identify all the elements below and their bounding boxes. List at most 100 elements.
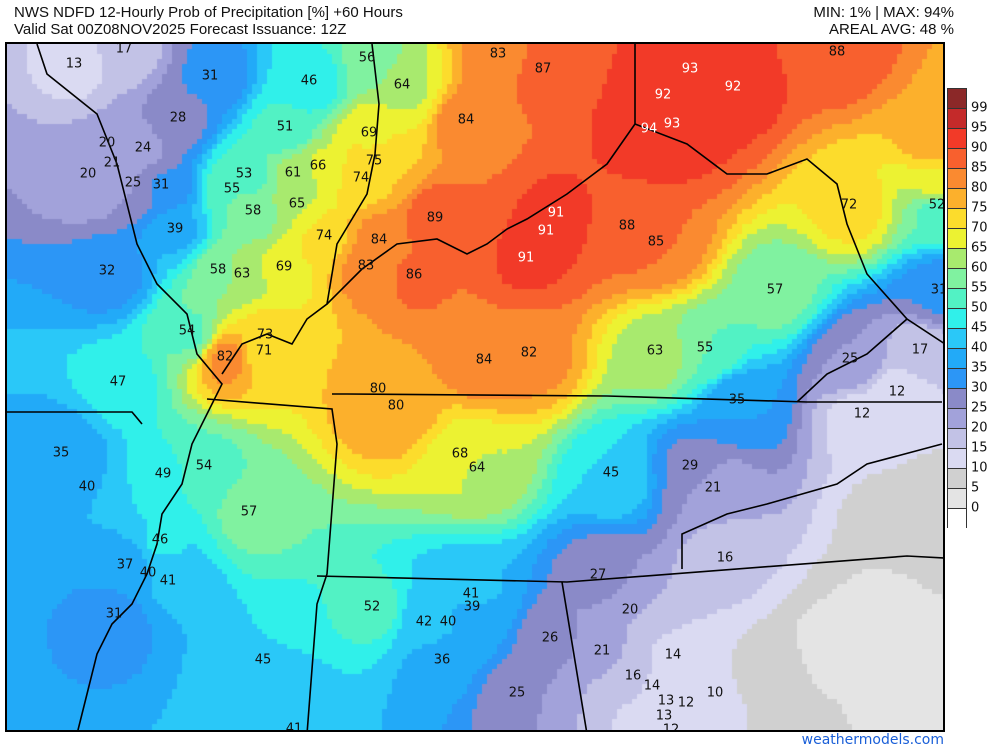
probability-value-label: 84 — [457, 112, 475, 128]
probability-value-label: 64 — [468, 460, 486, 476]
state-border — [796, 318, 908, 403]
legend-swatch — [947, 408, 967, 428]
legend-swatch — [947, 428, 967, 448]
state-border — [221, 44, 380, 375]
probability-value-label: 40 — [439, 614, 457, 630]
probability-value-label: 72 — [840, 197, 858, 213]
legend-label: 35 — [971, 360, 988, 376]
legend-swatch — [947, 228, 967, 248]
probability-value-label: 12 — [853, 406, 871, 422]
probability-value-label: 25 — [508, 685, 526, 701]
probability-value-label: 91 — [547, 205, 565, 221]
probability-value-label: 37 — [116, 557, 134, 573]
probability-value-label: 80 — [387, 398, 405, 414]
probability-value-label: 64 — [393, 77, 411, 93]
probability-value-label: 25 — [841, 351, 859, 367]
probability-value-label: 26 — [541, 630, 559, 646]
color-legend: 99 95 90 85 80 75 70 65 60 55 50 45 40 35 30 25 20 15 10 5 0 — [947, 88, 988, 528]
probability-value-label: 21 — [704, 480, 722, 496]
watermark-link[interactable]: weathermodels.com — [801, 732, 944, 748]
legend-label: 40 — [971, 340, 988, 356]
probability-value-label: 69 — [275, 259, 293, 275]
probability-value-label: 17 — [911, 342, 929, 358]
probability-value-label: 14 — [664, 647, 682, 663]
probability-value-label: 63 — [233, 266, 251, 282]
probability-value-label: 75 — [365, 153, 383, 169]
probability-value-label: 63 — [646, 343, 664, 359]
probability-value-label: 92 — [724, 79, 742, 95]
legend-swatch — [947, 468, 967, 488]
probability-value-label: 66 — [309, 158, 327, 174]
probability-value-label: 45 — [602, 465, 620, 481]
state-border — [634, 123, 943, 344]
probability-value-label: 53 — [235, 166, 253, 182]
probability-value-label: 25 — [124, 175, 142, 191]
state-border — [326, 44, 636, 305]
probability-value-label: 46 — [151, 532, 169, 548]
legend-swatch — [947, 288, 967, 308]
valid-time: Valid Sat 00Z08NOV2025 Forecast Issuance… — [14, 21, 347, 38]
legend-label: 45 — [971, 320, 988, 336]
probability-value-label: 20 — [98, 135, 116, 151]
probability-value-label: 57 — [240, 504, 258, 520]
state-border — [206, 398, 338, 730]
legend-swatch — [947, 308, 967, 328]
probability-value-label: 88 — [828, 44, 846, 60]
legend-swatch — [947, 368, 967, 388]
probability-value-label: 31 — [105, 606, 123, 622]
probability-value-label: 35 — [728, 392, 746, 408]
probability-value-label: 83 — [357, 258, 375, 274]
probability-value-label: 20 — [79, 166, 97, 182]
probability-value-label: 46 — [300, 73, 318, 89]
probability-value-label: 21 — [593, 643, 611, 659]
probability-value-label: 13 — [657, 693, 675, 709]
probability-value-label: 13 — [655, 708, 673, 724]
probability-field — [7, 44, 943, 730]
probability-value-label: 20 — [621, 602, 639, 618]
legend-label: 70 — [971, 220, 988, 236]
legend-label: 99 — [971, 100, 988, 116]
probability-value-label: 47 — [109, 374, 127, 390]
probability-value-label: 28 — [169, 110, 187, 126]
min-max-stat: MIN: 1% | MAX: 94% — [813, 4, 954, 21]
legend-label: 55 — [971, 280, 988, 296]
legend-swatch — [947, 488, 967, 508]
probability-value-label: 16 — [716, 550, 734, 566]
legend-label: 15 — [971, 440, 988, 456]
legend-label: 90 — [971, 140, 988, 156]
probability-value-label: 39 — [463, 599, 481, 615]
probability-value-label: 51 — [276, 119, 294, 135]
probability-value-label: 87 — [534, 61, 552, 77]
precip-probability-map: 17 13 31 46 56 64 83 87 93 88 28 51 69 84 92 92 94 93 20 24… — [5, 42, 945, 732]
legend-swatch — [947, 148, 967, 168]
probability-value-label: 61 — [284, 165, 302, 181]
legend-swatch — [947, 208, 967, 228]
legend-label: 65 — [971, 240, 988, 256]
probability-value-label: 12 — [888, 384, 906, 400]
probability-value-label: 86 — [405, 267, 423, 283]
probability-value-label: 92 — [654, 87, 672, 103]
probability-value-label: 24 — [134, 140, 152, 156]
probability-value-label: 57 — [766, 282, 784, 298]
probability-value-label: 36 — [433, 652, 451, 668]
probability-value-label: 85 — [647, 234, 665, 250]
probability-value-label: 69 — [360, 125, 378, 141]
probability-value-label: 56 — [358, 50, 376, 66]
legend-label: 75 — [971, 200, 988, 216]
probability-value-label: 83 — [489, 46, 507, 62]
legend-label: 50 — [971, 300, 988, 316]
probability-value-label: 40 — [139, 565, 157, 581]
probability-value-label: 41 — [285, 721, 303, 732]
probability-value-label: 10 — [706, 685, 724, 701]
probability-value-label: 71 — [255, 343, 273, 359]
probability-value-label: 58 — [209, 262, 227, 278]
probability-value-label: 14 — [643, 678, 661, 694]
legend-label: 10 — [971, 460, 988, 476]
probability-value-label: 91 — [517, 250, 535, 266]
probability-value-label: 39 — [166, 221, 184, 237]
legend-swatch — [947, 128, 967, 148]
legend-swatch — [947, 448, 967, 468]
probability-value-label: 84 — [370, 232, 388, 248]
probability-value-label: 54 — [178, 323, 196, 339]
probability-value-label: 80 — [369, 381, 387, 397]
